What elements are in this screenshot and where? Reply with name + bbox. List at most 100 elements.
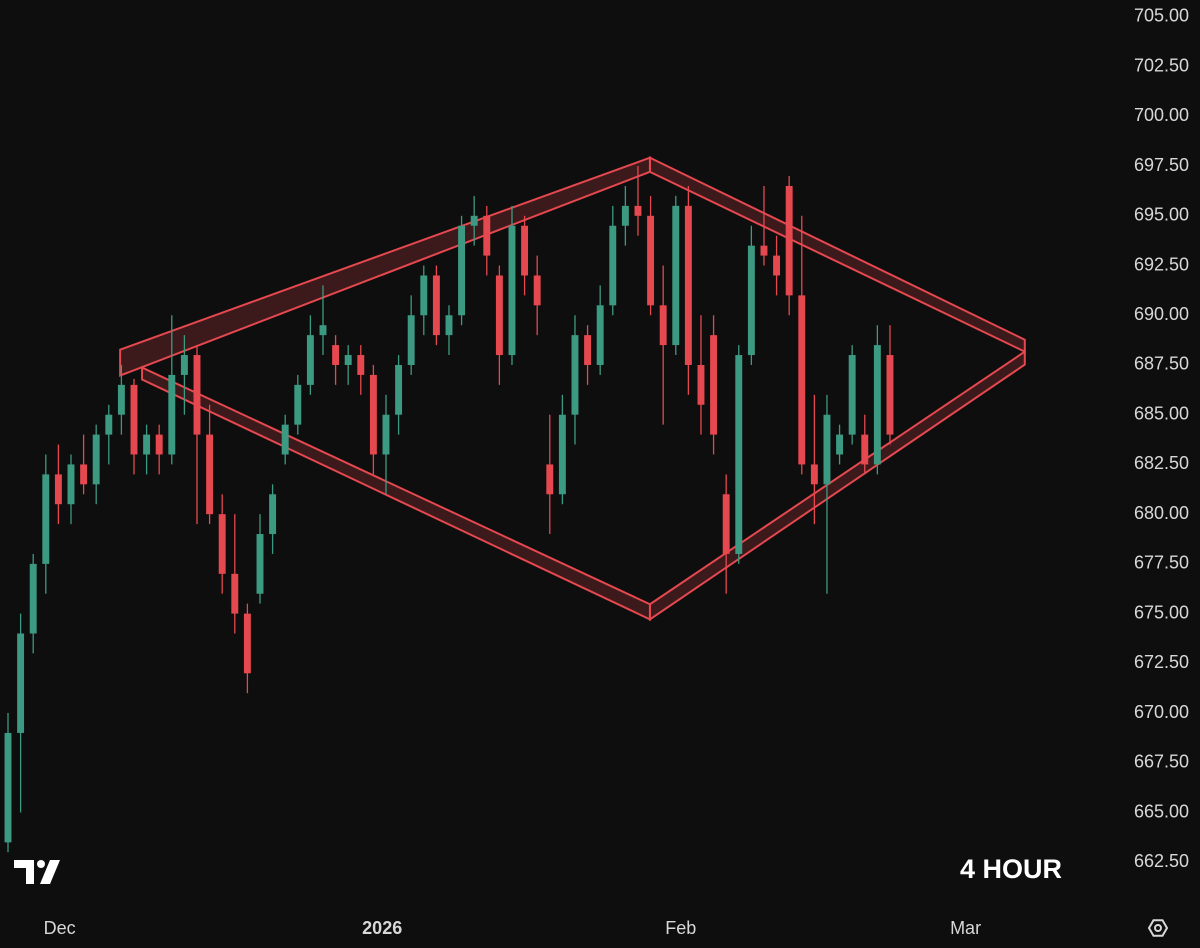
candle-body (886, 355, 894, 435)
settings-icon[interactable] (1147, 919, 1169, 937)
candle-body (130, 384, 138, 455)
candle-body (609, 225, 617, 306)
candle-body (407, 315, 415, 365)
tradingview-logo (14, 860, 60, 884)
candle-body (294, 384, 302, 425)
candle-body (760, 245, 768, 256)
candle-body (281, 424, 289, 455)
candle-body (117, 384, 125, 415)
candle-body (785, 185, 793, 296)
candle-body (92, 434, 100, 485)
candle-body (420, 275, 428, 316)
candle-body (710, 335, 718, 435)
logo-part (14, 860, 34, 884)
y-tick-label: 682.50 (1134, 453, 1189, 473)
candle-body (243, 613, 251, 674)
candle-body (508, 225, 516, 356)
candle-body (29, 563, 37, 634)
x-tick-label: Feb (665, 918, 696, 938)
settings-button[interactable] (1147, 919, 1169, 937)
candle-body (773, 255, 781, 276)
candle-body (256, 534, 264, 594)
candle-body (836, 434, 844, 455)
candle-body (735, 355, 743, 554)
candle-body (533, 275, 541, 306)
candle-body (647, 215, 655, 306)
candle-body (143, 434, 151, 455)
candle-body (306, 335, 314, 385)
y-tick-label: 690.00 (1134, 304, 1189, 324)
candle-body (861, 434, 869, 465)
candle-body (684, 205, 692, 365)
y-tick-label: 697.50 (1134, 155, 1189, 175)
candle-body (445, 315, 453, 336)
settings-icon-center[interactable] (1154, 924, 1162, 932)
candle-body (810, 464, 818, 485)
candle-body (231, 573, 239, 614)
candle-body (634, 205, 642, 216)
candle-body (206, 434, 214, 515)
candle-body (596, 305, 604, 365)
x-tick-label: Mar (950, 918, 981, 938)
candle-body (483, 215, 491, 256)
y-tick-label: 672.50 (1134, 652, 1189, 672)
x-tick-label: 2026 (362, 918, 402, 938)
y-tick-label: 680.00 (1134, 503, 1189, 523)
candle-body (105, 414, 113, 435)
candle-body (521, 225, 529, 276)
y-tick-label: 702.50 (1134, 55, 1189, 75)
candle-body (344, 355, 352, 365)
candle-body (80, 464, 88, 485)
candle-body (823, 414, 831, 485)
candle-body (395, 364, 403, 415)
candle-body (168, 374, 176, 455)
y-tick-label: 677.50 (1134, 553, 1189, 573)
candle-body (180, 355, 188, 375)
y-tick-label: 692.50 (1134, 254, 1189, 274)
candle-body (722, 494, 730, 554)
y-tick-label: 700.00 (1134, 105, 1189, 125)
y-tick-label: 670.00 (1134, 702, 1189, 722)
candle-body (546, 464, 554, 495)
timeframe-label: 4 HOUR (960, 854, 1062, 884)
candle-body (672, 205, 680, 346)
candle-body (319, 325, 327, 336)
candle-body (571, 335, 579, 415)
candle-body (697, 364, 705, 405)
candle-body (848, 355, 856, 435)
candle-body (17, 633, 25, 733)
y-tick-label: 675.00 (1134, 602, 1189, 622)
y-tick-label: 705.00 (1134, 6, 1189, 26)
candle-body (798, 295, 806, 465)
candle-body (269, 494, 277, 535)
y-tick-label: 667.50 (1134, 752, 1189, 772)
candle-body (4, 732, 12, 843)
candle-body (67, 464, 75, 505)
candle-body (495, 275, 503, 356)
y-tick-label: 695.00 (1134, 205, 1189, 225)
candle-body (458, 225, 466, 316)
candle-body (621, 205, 629, 226)
candle-body (357, 355, 365, 375)
plot-area (4, 156, 1026, 853)
candle-body (470, 215, 478, 226)
candle-body (432, 275, 440, 336)
x-tick-label: Dec (44, 918, 76, 938)
y-tick-label: 662.50 (1134, 851, 1189, 871)
candle-body (659, 305, 667, 346)
candle-body (42, 474, 50, 564)
y-tick-label: 685.00 (1134, 403, 1189, 423)
candle-body (584, 335, 592, 365)
candle-body (155, 434, 163, 455)
candle-body (369, 374, 377, 455)
y-tick-label: 687.50 (1134, 354, 1189, 374)
candle-body (54, 474, 62, 505)
candle-body (218, 514, 226, 574)
candle-body (193, 355, 201, 435)
candle-body (873, 345, 881, 465)
candle-body (747, 245, 755, 356)
pattern-band (648, 349, 1026, 622)
y-tick-label: 665.00 (1134, 801, 1189, 821)
